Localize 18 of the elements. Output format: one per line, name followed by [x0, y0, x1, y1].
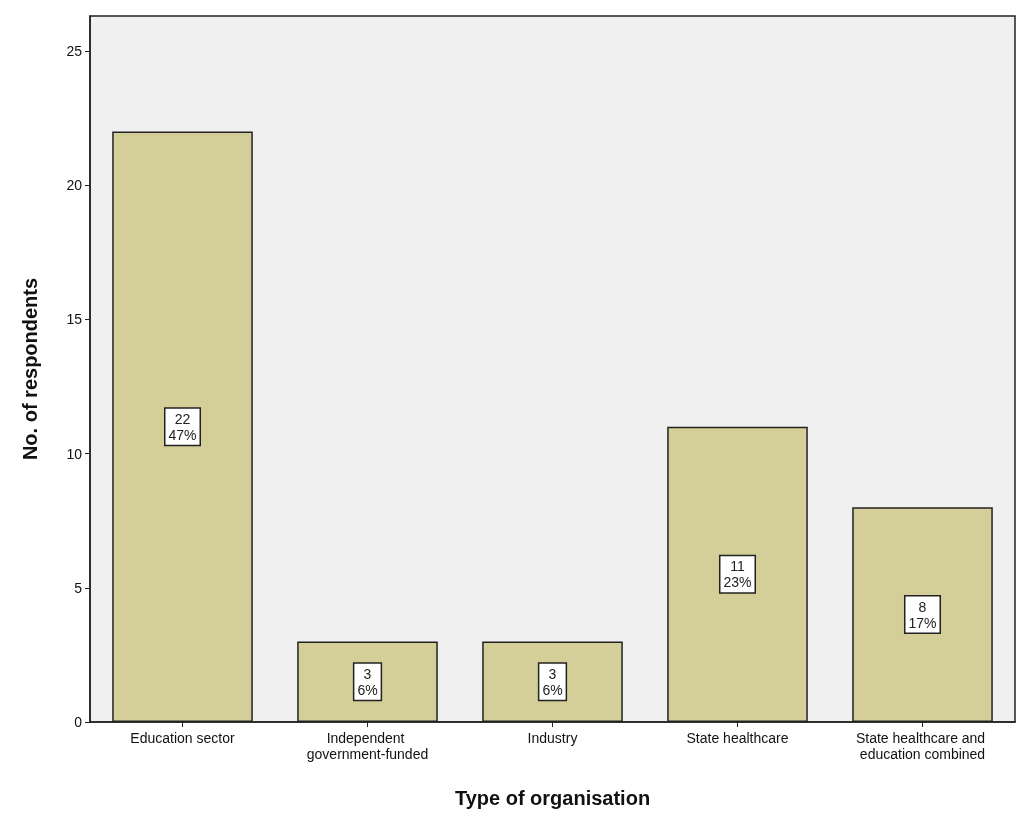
x-tick-label: State healthcare [686, 730, 789, 746]
y-tick-label: 0 [74, 714, 83, 730]
y-tick-label: 20 [66, 177, 83, 194]
y-axis-title: No. of respondents [19, 277, 41, 461]
y-tick-label: 25 [66, 42, 83, 59]
data-label: 3 6% [542, 665, 563, 698]
x-tick-label: Industry [527, 730, 578, 746]
x-tick-label: Independent government-funded [306, 730, 429, 762]
data-label: 22 47% [168, 410, 197, 443]
x-tick-label: Education sector [130, 730, 235, 746]
y-tick-label: 5 [74, 579, 83, 596]
data-label: 8 17% [908, 598, 937, 631]
y-tick-label: 10 [66, 445, 83, 462]
x-tick-label: State healthcare and education combined [855, 730, 990, 762]
data-label: 11 23% [723, 558, 752, 591]
x-axis-title: Type of organisation [454, 787, 651, 809]
y-tick-label: 15 [66, 311, 83, 328]
data-label: 3 6% [357, 665, 378, 698]
